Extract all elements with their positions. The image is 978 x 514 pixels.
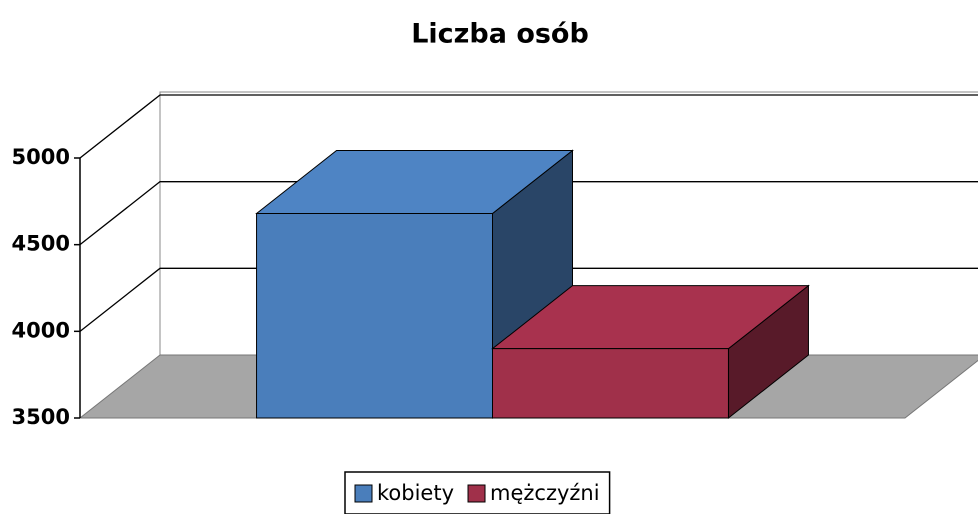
legend-swatch [467,484,486,503]
bar-front [256,212,493,419]
legend-label: mężczyźni [490,481,600,505]
legend-label: kobiety [377,481,454,505]
bar-front [492,348,729,419]
y-tick-label: 4500 [12,232,70,256]
y-tick-label: 3500 [12,405,70,429]
y-tick-label: 5000 [12,145,70,169]
chart-title: Liczba osób [411,19,589,50]
grid-line [79,94,978,159]
grid-line [79,181,978,246]
grid-line [79,267,978,332]
bar [491,284,810,420]
y-tick-label: 4000 [12,318,70,342]
legend-swatch [354,484,373,503]
